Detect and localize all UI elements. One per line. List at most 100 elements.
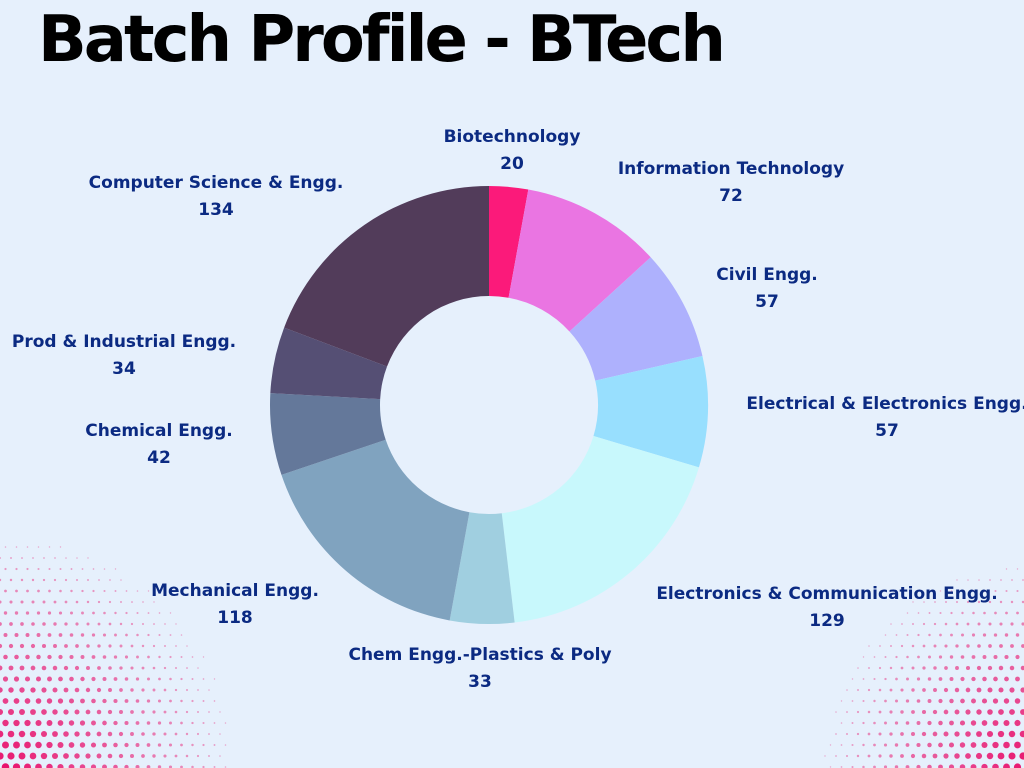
decor-dot <box>982 676 987 682</box>
decor-dot <box>19 665 25 671</box>
decor-dot <box>15 546 18 548</box>
decor-dot <box>13 676 20 682</box>
decor-dot <box>113 742 118 748</box>
decor-dot <box>87 579 89 581</box>
decor-dot <box>85 687 91 693</box>
decor-dot <box>873 743 876 747</box>
decor-dot <box>163 688 167 692</box>
decor-dot <box>890 623 892 625</box>
decor-dot <box>47 611 52 615</box>
decor-dot <box>998 709 1004 715</box>
decor-dot <box>873 656 876 658</box>
decor-dot <box>118 753 124 759</box>
decor-dot <box>912 601 914 603</box>
decor-dot <box>1019 752 1024 760</box>
decor-dot <box>846 689 848 691</box>
decor-dot <box>108 622 112 626</box>
decor-dot <box>37 567 40 571</box>
decor-dot <box>932 753 938 759</box>
decor-dot <box>157 765 162 768</box>
decor-dot <box>1021 622 1024 626</box>
decor-dot <box>911 644 915 648</box>
decor-dot <box>895 634 898 636</box>
decor-dot <box>119 600 123 604</box>
decor-dot <box>971 698 976 704</box>
decor-dot <box>905 765 910 768</box>
decor-dot <box>965 753 971 759</box>
decor-dot <box>982 655 987 659</box>
decor-dot <box>90 742 97 748</box>
decor-dot <box>24 698 31 704</box>
decor-dot <box>992 763 999 768</box>
decor-dot <box>180 765 183 768</box>
decor-dot <box>895 655 898 659</box>
decor-dot <box>993 633 998 637</box>
decor-dot <box>147 633 150 637</box>
decor-dot <box>1015 676 1020 682</box>
decor-dot <box>993 676 998 682</box>
slice-label-name: Biotechnology <box>443 127 581 147</box>
decor-dot <box>948 764 955 768</box>
decor-dot <box>191 765 194 768</box>
decor-dot <box>96 687 102 693</box>
decor-dot <box>889 754 893 758</box>
decor-dot <box>64 578 68 582</box>
decor-dot <box>889 644 893 648</box>
decor-dot <box>13 719 20 727</box>
decor-dot <box>224 744 227 746</box>
decor-dot <box>939 611 942 615</box>
decor-dot <box>208 755 210 757</box>
decor-dot <box>944 644 948 648</box>
decor-dot <box>868 667 870 669</box>
decor-dot <box>939 590 942 592</box>
decor-dot <box>2 719 9 727</box>
decor-dot <box>136 633 139 637</box>
decor-dot <box>928 655 931 659</box>
decor-dot <box>152 666 156 670</box>
decor-dot <box>75 578 79 582</box>
decor-dot <box>878 732 882 736</box>
decor-dot <box>928 633 931 637</box>
decor-dot <box>911 666 915 670</box>
decor-dot <box>102 677 107 681</box>
decor-dot <box>1005 568 1008 570</box>
decor-dot <box>944 622 948 626</box>
decor-dot <box>3 633 8 637</box>
decor-dot <box>68 764 75 768</box>
decor-dot <box>933 644 937 648</box>
decor-dot <box>107 753 113 759</box>
decor-dot <box>884 677 887 681</box>
decor-dot <box>119 644 123 648</box>
decor-dot <box>884 699 887 703</box>
decor-dot <box>169 612 172 614</box>
decor-dot <box>224 766 227 768</box>
decor-dot <box>152 754 156 758</box>
decor-dot <box>1008 730 1016 738</box>
decor-dot <box>146 721 151 725</box>
decor-dot <box>949 720 954 726</box>
decor-dot <box>1009 687 1015 693</box>
donut-slice <box>270 393 386 475</box>
decor-dot <box>40 730 48 738</box>
decor-dot <box>153 623 155 625</box>
slice-label-value: 20 <box>500 154 524 174</box>
decor-dot <box>174 754 178 758</box>
decor-dot <box>124 764 129 768</box>
decor-dot <box>922 666 926 670</box>
decor-dot <box>14 633 19 637</box>
decor-dot <box>998 665 1004 671</box>
decor-dot <box>185 710 189 714</box>
decor-dot <box>906 677 909 681</box>
decor-dot <box>48 589 51 593</box>
decor-dot <box>80 698 85 704</box>
decor-dot <box>972 611 975 615</box>
decor-dot <box>102 698 107 704</box>
decor-dot <box>59 589 62 593</box>
donut-slice <box>284 186 489 367</box>
decor-dot <box>0 730 4 738</box>
decor-dot <box>141 732 145 736</box>
decor-dot <box>867 754 871 758</box>
decor-dot <box>57 742 64 748</box>
decor-dot <box>29 730 37 738</box>
decor-dot <box>988 600 992 604</box>
